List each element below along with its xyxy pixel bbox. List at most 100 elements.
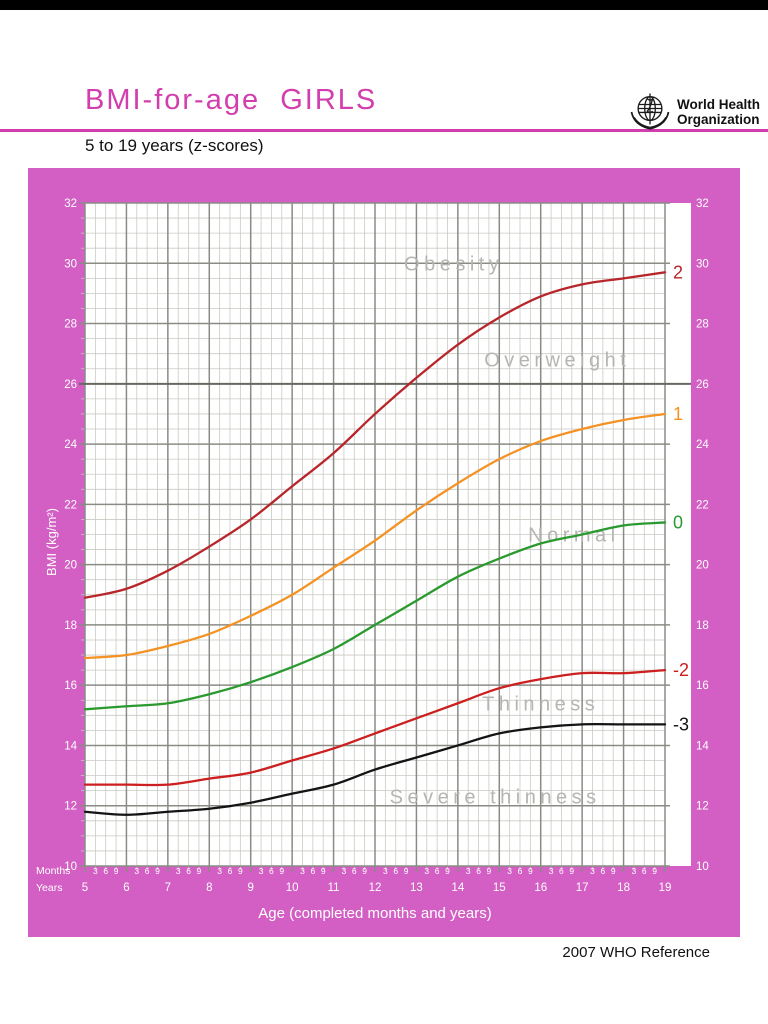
years-row-label: Years [36,882,62,894]
month-tick-label: 6 [476,866,481,876]
year-tick-label: 15 [493,882,506,894]
month-tick-label: 3 [93,866,98,876]
month-tick-label: 3 [134,866,139,876]
reference-note: 2007 WHO Reference [562,944,710,961]
year-tick-label: 18 [617,882,630,894]
y-tick-label-right: 28 [696,319,709,331]
month-tick-label: 9 [569,866,574,876]
year-tick-label: 5 [82,882,88,894]
month-tick-label: 9 [279,866,284,876]
grid-major [79,202,670,872]
x-axis-title: Age (completed months and years) [258,905,491,922]
region-label: Overweight [484,350,630,372]
year-tick-label: 7 [165,882,171,894]
month-tick-label: 9 [528,866,533,876]
year-tick-label: 8 [206,882,212,894]
month-tick-label: 3 [549,866,554,876]
year-tick-label: 16 [534,882,547,894]
y-tick-label-left: 10 [64,861,77,873]
y-tick-label-left: 30 [64,258,77,270]
month-tick-label: 9 [114,866,119,876]
curve-z-2 [83,668,667,787]
month-tick-label: 9 [321,866,326,876]
month-tick-label: 6 [393,866,398,876]
y-tick-label-right: 32 [696,198,709,210]
y-tick-label-left: 22 [64,499,77,511]
y-tick-label-left: 16 [64,680,77,692]
month-tick-label: 3 [300,866,305,876]
curve-label-z+1: 1 [673,404,683,424]
month-tick-label: 9 [487,866,492,876]
who-wordmark-line2: Organization [677,112,760,127]
month-tick-label: 9 [362,866,367,876]
month-tick-label: 6 [310,866,315,876]
y-tick-label-left: 28 [64,319,77,331]
month-tick-label: 6 [228,866,233,876]
y-tick-label-left: 26 [64,379,77,391]
year-tick-label: 12 [369,882,382,894]
year-tick-label: 19 [659,882,672,894]
curve-label-z-2: -2 [673,660,689,680]
month-tick-label: 9 [652,866,657,876]
month-tick-label: 6 [642,866,647,876]
y-tick-label-right: 10 [696,861,709,873]
y-tick-label-left: 20 [64,560,77,572]
region-label: Severe thinness [390,787,601,809]
month-tick-label: 3 [507,866,512,876]
year-tick-label: 10 [286,882,299,894]
curve-z+1 [83,412,667,660]
year-tick-label: 11 [328,882,340,894]
year-tick-label: 13 [410,882,423,894]
month-tick-label: 9 [445,866,450,876]
month-tick-label: 6 [103,866,108,876]
year-tick-label: 6 [123,882,129,894]
who-logo: World Health Organization [628,90,760,134]
month-tick-label: 3 [383,866,388,876]
y-tick-label-right: 20 [696,560,709,572]
year-tick-label: 17 [576,882,589,894]
month-tick-label: 6 [269,866,274,876]
page-title: BMI-for-age GIRLS [85,84,378,116]
y-tick-label-right: 26 [696,379,709,391]
region-label: Thinness [482,693,599,715]
curve-label-z0: 0 [673,512,683,532]
month-tick-label: 3 [176,866,181,876]
year-tick-label: 9 [248,882,254,894]
month-tick-label: 3 [466,866,471,876]
year-tick-labels: 5 6 7 8 9 10 11 12 13 14 15 16 17 18 19 [82,882,672,894]
y-tick-label-right: 14 [696,740,709,752]
month-tick-label: 6 [352,866,357,876]
y-tick-label-right: 12 [696,801,709,813]
curve-label-z+2: 2 [673,262,683,282]
title-rule [0,129,768,132]
y-tick-label-left: 14 [64,740,77,752]
y-tick-label-left: 18 [64,620,77,632]
month-tick-label: 6 [435,866,440,876]
y-axis-title: BMI (kg/m²) [44,508,59,576]
y-tick-label-right: 18 [696,620,709,632]
month-tick-label: 6 [518,866,523,876]
curve-label-z-3: -3 [673,714,689,734]
y-tick-label-left: 12 [64,801,77,813]
curve-z-3 [83,722,667,816]
month-tick-label: 9 [155,866,160,876]
curve-z0 [83,521,667,711]
who-wordmark: World Health Organization [677,97,760,127]
month-tick-label: 3 [632,866,637,876]
months-row-label: Months [36,865,70,877]
y-tick-label-left: 32 [64,198,77,210]
y-tick-label-left: 24 [64,439,77,451]
y-tick-label-right: 16 [696,680,709,692]
month-tick-label: 3 [424,866,429,876]
month-tick-label: 9 [611,866,616,876]
region-label: Obesity [404,253,503,275]
month-tick-label: 9 [238,866,243,876]
month-tick-label: 3 [217,866,222,876]
y-tick-label-right: 24 [696,439,709,451]
month-tick-label: 6 [600,866,605,876]
month-tick-label: 3 [259,866,264,876]
who-emblem-icon [630,93,670,130]
